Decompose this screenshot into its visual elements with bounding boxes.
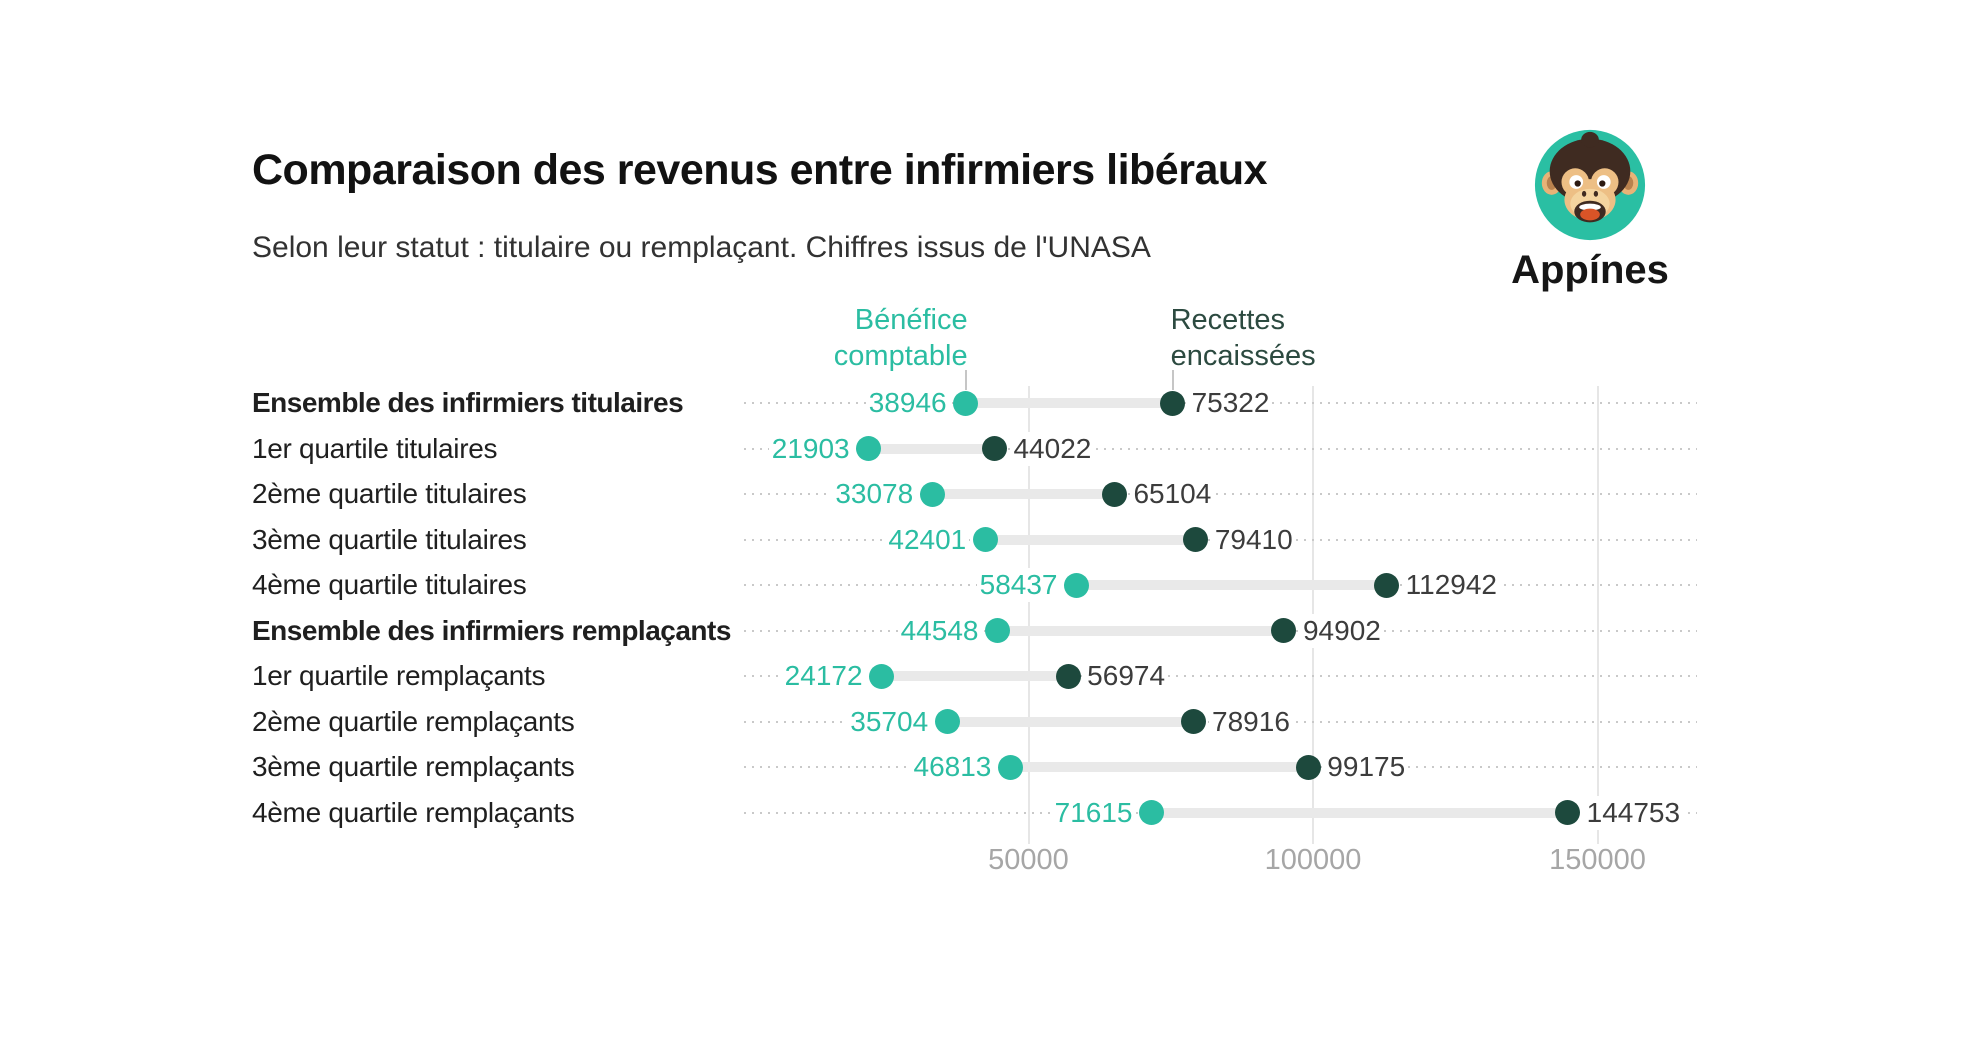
row-dotted-line — [744, 493, 1697, 495]
benefice-value: 44548 — [897, 613, 982, 648]
benefice-dot — [1138, 800, 1164, 825]
recettes-dot — [1055, 663, 1081, 689]
x-gridline — [1596, 386, 1599, 844]
dumbbell-connector — [881, 671, 1069, 681]
dumbbell-connector — [868, 443, 995, 454]
recettes-value: 75322 — [1188, 386, 1273, 420]
axis-tick-label: 50000 — [988, 844, 1069, 876]
legend-recettes-encaissees: Recettes encaissées — [1170, 304, 1316, 372]
axis-tick-label: 150000 — [1549, 844, 1646, 876]
recettes-value: 79410 — [1211, 522, 1296, 557]
recettes-dot — [1295, 754, 1321, 780]
category-label: 4ème quartile titulaires — [252, 569, 527, 600]
benefice-dot — [934, 709, 960, 734]
benefice-dot — [997, 754, 1023, 780]
appines-logo: Appínes — [1495, 126, 1685, 293]
recettes-dot — [1271, 618, 1297, 643]
category-label: 3ème quartile titulaires — [252, 523, 527, 555]
benefice-dot — [919, 481, 945, 507]
monkey-logo-icon — [1534, 129, 1646, 241]
benefice-value: 21903 — [768, 431, 853, 466]
benefice-dot — [972, 527, 998, 552]
brand-name: Appínes — [1511, 248, 1669, 292]
page-title: Comparaison des revenus entre infirmiers… — [252, 146, 1268, 194]
benefice-dot — [953, 390, 979, 416]
category-label: 3ème quartile remplaçants — [252, 751, 575, 782]
benefice-dot — [869, 663, 895, 689]
recettes-dot — [1374, 572, 1400, 598]
recettes-dot — [1101, 481, 1127, 507]
recettes-value: 94902 — [1299, 613, 1384, 648]
recettes-dot — [1183, 527, 1209, 552]
benefice-dot — [856, 436, 882, 461]
row-dotted-line — [744, 447, 1697, 450]
recettes-value: 65104 — [1130, 477, 1215, 511]
category-label: 2ème quartile titulaires — [252, 478, 527, 509]
row-dotted-line — [744, 675, 1697, 677]
recettes-value: 56974 — [1084, 659, 1169, 693]
category-label: 2ème quartile remplaçants — [252, 705, 575, 737]
page-subtitle: Selon leur statut : titulaire ou remplaç… — [252, 231, 1151, 264]
benefice-dot — [984, 618, 1010, 643]
dumbbell-connector — [965, 398, 1173, 408]
dumbbell-connector — [1010, 762, 1309, 772]
benefice-value: 24172 — [781, 659, 866, 693]
dumbbell-connector — [947, 716, 1194, 727]
recettes-dot — [1555, 800, 1581, 825]
x-gridline — [1027, 386, 1030, 844]
category-label: 1er quartile titulaires — [252, 432, 498, 464]
legend-tick-recettes — [1171, 370, 1174, 390]
dumbbell-connector — [1076, 580, 1387, 590]
recettes-value: 99175 — [1324, 750, 1409, 784]
category-label: Ensemble des infirmiers titulaires — [252, 387, 684, 418]
category-label: 1er quartile remplaçants — [252, 660, 546, 691]
dumbbell-connector — [985, 534, 1196, 545]
benefice-value: 35704 — [847, 704, 932, 739]
benefice-value: 46813 — [910, 750, 995, 784]
recettes-value: 78916 — [1209, 704, 1293, 739]
recettes-value: 44022 — [1010, 431, 1095, 466]
legend-tick-benefice — [964, 370, 967, 390]
dumbbell-connector — [932, 489, 1115, 499]
axis-tick-label: 100000 — [1264, 844, 1362, 876]
benefice-dot — [1064, 572, 1089, 598]
benefice-value: 42401 — [885, 522, 970, 557]
dumbbell-connector — [997, 625, 1284, 636]
benefice-value: 58437 — [976, 568, 1061, 602]
recettes-dot — [1180, 709, 1206, 734]
legend-benefice-comptable: Bénéfice comptable — [833, 304, 968, 372]
benefice-value: 71615 — [1051, 795, 1136, 830]
category-label: 4ème quartile remplaçants — [252, 796, 575, 828]
recettes-value: 112942 — [1402, 568, 1500, 602]
recettes-value: 144753 — [1583, 795, 1684, 830]
recettes-dot — [1160, 390, 1186, 416]
category-label: Ensemble des infirmiers remplaçants — [252, 614, 731, 646]
recettes-dot — [981, 436, 1007, 461]
dumbbell-connector — [1151, 807, 1568, 818]
benefice-value: 33078 — [832, 477, 917, 511]
benefice-value: 38946 — [865, 386, 950, 420]
